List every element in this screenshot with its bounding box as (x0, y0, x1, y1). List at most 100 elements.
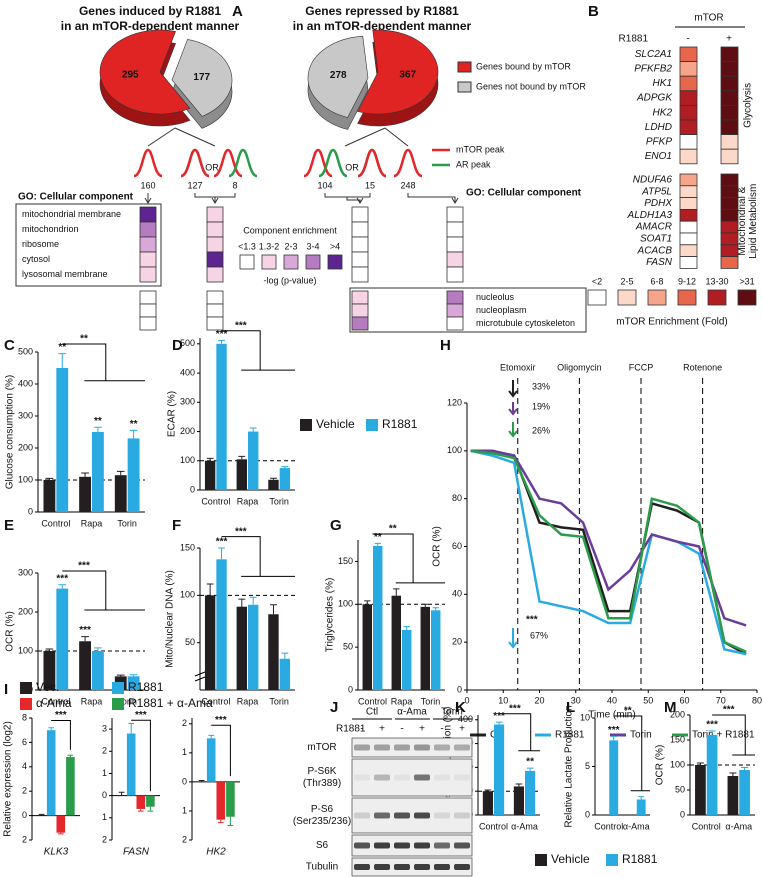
error-bar (238, 455, 246, 460)
bar (727, 776, 739, 815)
legend-swatch (457, 81, 472, 93)
error-bar (364, 600, 371, 605)
bar (79, 476, 91, 512)
bar (695, 765, 706, 815)
y-tick-label: 0 (190, 484, 195, 494)
error-bar (638, 796, 645, 800)
x-tick-label: 20 (534, 695, 544, 705)
error-bar (129, 674, 138, 677)
x-tick-label: 10 (498, 695, 508, 705)
bar (636, 799, 646, 815)
legend-swatch (677, 289, 697, 306)
group-label: Glycolysis (743, 83, 754, 128)
bar (420, 606, 430, 690)
heatmap-cell (679, 105, 698, 121)
y-tick-label: 100 (338, 599, 353, 609)
bar (739, 770, 750, 815)
legend-label: R1881 (622, 852, 658, 866)
band (374, 864, 390, 870)
band (394, 842, 410, 849)
significance-label: ** (526, 757, 534, 768)
y-tick-label: 200 (180, 426, 195, 436)
pie-slice (171, 39, 233, 117)
heatmap-cell (446, 316, 464, 331)
band (454, 744, 470, 751)
error-bar (81, 636, 89, 642)
legend-swatch (112, 698, 124, 710)
y-tick-label: 5 (585, 761, 590, 771)
y-tick-label: 1 (182, 805, 187, 815)
heatmap-cell (720, 148, 739, 165)
panel-letter: H (440, 337, 451, 354)
legend-label: 2-3 (284, 241, 297, 251)
count-label: 127 (187, 180, 202, 190)
heatmap-cell (679, 208, 698, 222)
x-tick-label: 60 (679, 695, 689, 705)
significance-label: *** (216, 329, 228, 340)
band (394, 812, 410, 819)
y-tick-label: 20 (452, 637, 462, 647)
peak (393, 148, 423, 178)
band (354, 842, 370, 849)
error-bar (147, 806, 154, 812)
significance-label: *** (216, 537, 228, 548)
y-tick-label: 1 (182, 747, 187, 757)
y-tick-label: 500 (18, 346, 33, 356)
error-bar (227, 816, 234, 826)
legend-label: 1.3-2 (259, 241, 280, 251)
bar (279, 658, 291, 690)
blot (351, 758, 473, 797)
error-bar (515, 783, 523, 787)
legend-label: Genes bound by mTOR (476, 61, 571, 71)
heatmap-cell (679, 148, 698, 165)
error-bar (206, 457, 214, 461)
error-bar (495, 721, 503, 725)
bar (126, 733, 136, 796)
arrow (508, 422, 518, 438)
sign-label: - (686, 34, 689, 45)
error-bar (374, 542, 381, 546)
legend-swatch (112, 682, 124, 694)
significance-label: ** (389, 524, 397, 535)
gene-label: ADPGK (636, 93, 673, 104)
chart-title: in an mTOR-dependent manner (61, 19, 240, 33)
bar (206, 738, 216, 782)
legend-label: Vec. (36, 680, 59, 694)
bar (56, 368, 69, 512)
legend-label: R1881 (128, 680, 164, 694)
heatmap-cell (351, 251, 369, 268)
panel-letter: J (330, 699, 338, 716)
error-bar (696, 762, 704, 765)
term-label: mitochondrial membrane (22, 209, 121, 219)
gene-label: SLC2A1 (635, 49, 672, 60)
significance-bracket (221, 536, 295, 577)
band (374, 842, 390, 849)
gene-label: HK2 (653, 107, 673, 118)
band (414, 842, 430, 849)
blot (351, 737, 473, 758)
heatmap-cell (351, 316, 369, 331)
significance-bracket (62, 570, 145, 611)
legend-label: Vehicle (551, 852, 590, 866)
x-tick-label: Control (358, 696, 387, 706)
y-tick-label: 120 (447, 397, 462, 407)
error-bar (116, 674, 125, 677)
lane-group-label: Ctl (366, 707, 378, 718)
blot-label: P-S6 (311, 804, 334, 815)
y-tick-label: 100 (180, 590, 195, 600)
heatmap-cell (720, 119, 739, 136)
y-tick-label: 0 (28, 506, 33, 516)
line-series (470, 449, 747, 627)
panel-letter: K (455, 699, 466, 716)
blot-label: mTOR (307, 742, 336, 753)
x-tick-label: 70 (716, 695, 726, 705)
legend-label: 3-4 (306, 241, 319, 251)
heatmap-cell (351, 290, 369, 305)
heatmap-cell (206, 266, 224, 283)
y-tick-label: 150 (338, 556, 353, 566)
panel-letter: D (172, 337, 183, 354)
x-tick-label: Control (594, 821, 623, 831)
panel-letter: C (4, 337, 15, 354)
heatmap-cell (679, 197, 698, 210)
x-tick-label: 80 (752, 695, 762, 705)
